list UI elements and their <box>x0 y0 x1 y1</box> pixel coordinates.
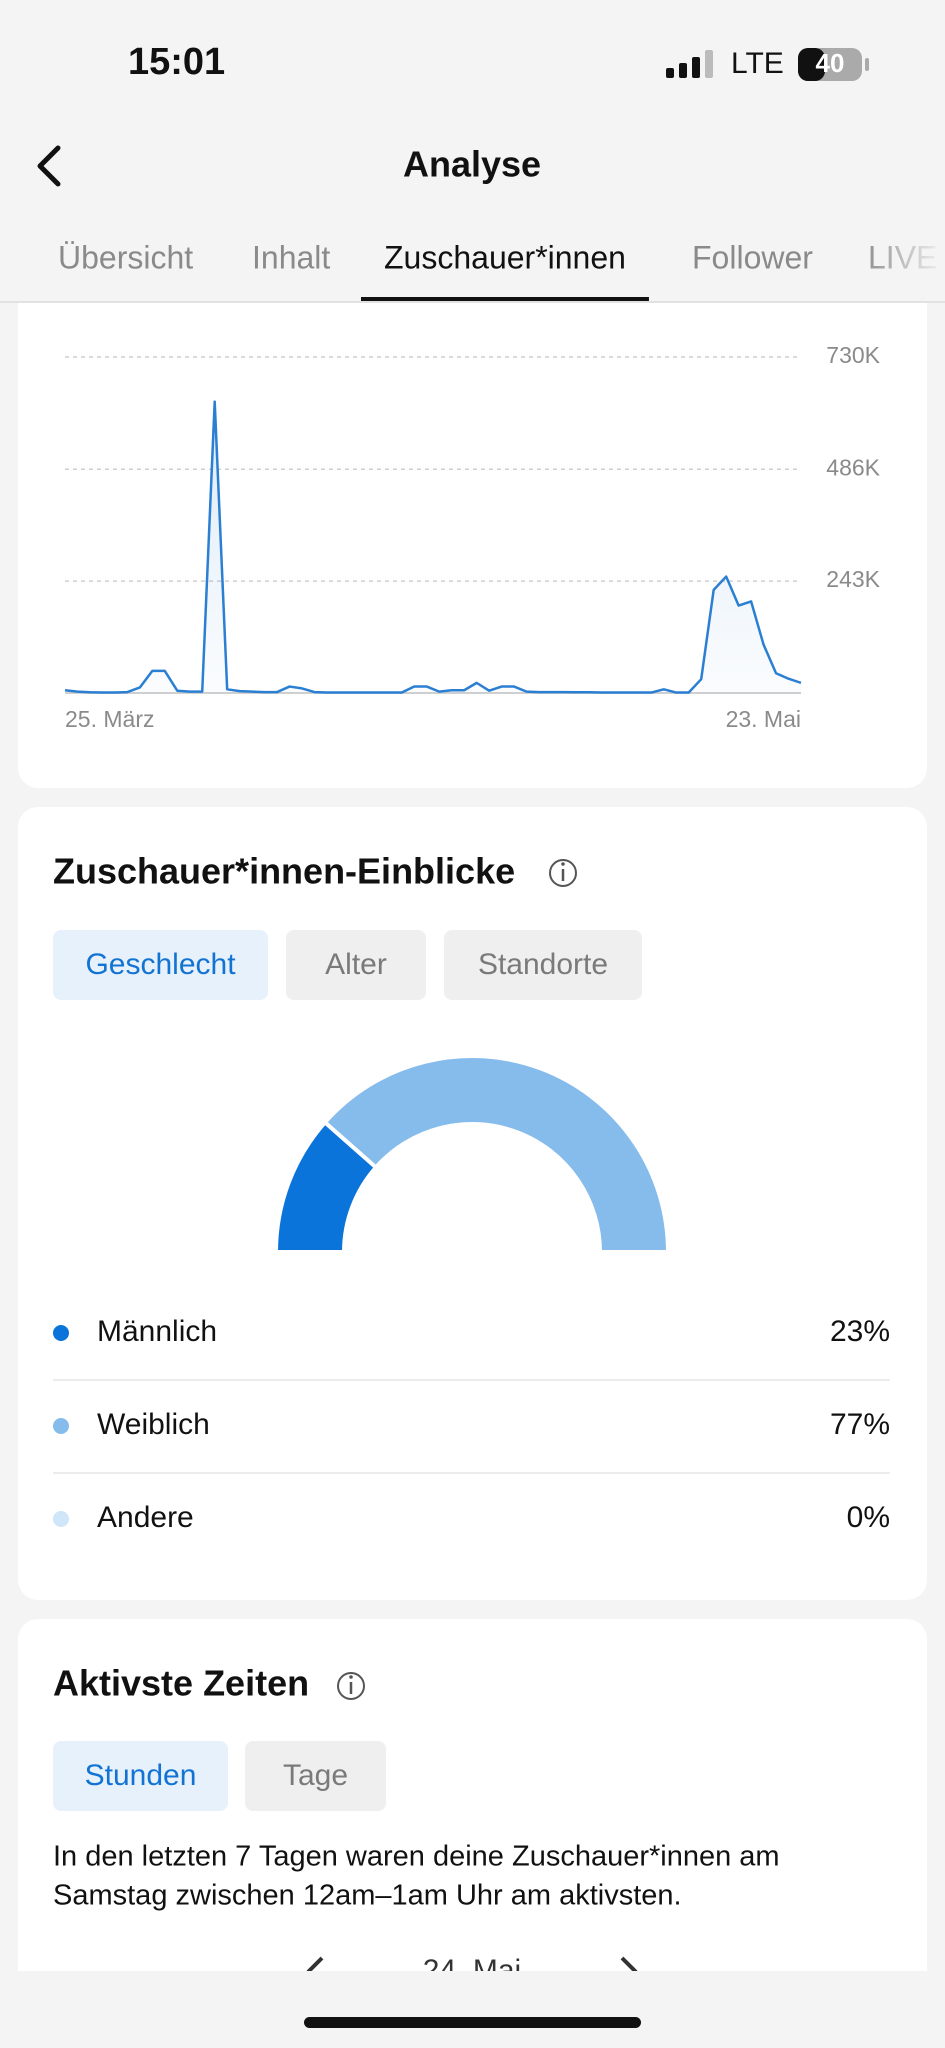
views-chart: 243K 486K 730K 25. März 23. Mai <box>64 342 881 732</box>
battery-level: 40 <box>816 48 845 78</box>
filter-button[interactable] <box>245 1741 386 1811</box>
gender-chart: Männlich 23% Weiblich 77% Andere 0% <box>53 1054 890 1534</box>
home-indicator <box>304 2017 641 2028</box>
time-filters: Stunden Tage <box>53 1741 386 1811</box>
legend-value: 0% <box>847 1501 890 1534</box>
filter-label: Geschlecht <box>85 948 236 981</box>
info-icon[interactable] <box>549 859 577 887</box>
status-network: LTE <box>731 47 784 80</box>
filter-button[interactable] <box>286 930 426 1000</box>
filter-button[interactable] <box>53 930 268 1000</box>
x-tick-label: 25. März <box>65 706 154 732</box>
legend-label: Andere <box>97 1501 194 1534</box>
filter-button[interactable] <box>444 930 642 1000</box>
donut-segment <box>322 1054 671 1254</box>
tab-underline <box>361 297 649 302</box>
active-times-title: Aktivste Zeiten <box>53 1663 309 1704</box>
legend-dot <box>53 1418 69 1434</box>
tab[interactable]: Inhalt <box>252 239 330 275</box>
legend-value: 23% <box>830 1315 890 1348</box>
date-arrows[interactable] <box>306 1956 638 1972</box>
summary-line: In den letzten 7 Tagen waren deine Zusch… <box>53 1841 780 1873</box>
battery-icon: 40 <box>798 48 869 81</box>
status-time: 15:01 <box>128 41 225 83</box>
active-times-card-base <box>18 1940 927 1971</box>
info-icon[interactable] <box>337 1672 365 1700</box>
tab[interactable]: Zuschauer*innen <box>384 239 626 275</box>
y-tick-label: 730K <box>826 342 880 368</box>
legend-label: Weiblich <box>97 1408 210 1441</box>
page-title: Analyse <box>403 144 541 185</box>
legend-label: Männlich <box>97 1315 217 1348</box>
legend-dot <box>53 1325 69 1341</box>
filter-label: Standorte <box>478 948 608 981</box>
summary-line: Samstag zwischen 12am–1am Uhr am aktivst… <box>53 1880 682 1912</box>
filter-button[interactable] <box>53 1741 228 1811</box>
y-tick-label: 243K <box>826 566 880 592</box>
filter-label: Stunden <box>85 1759 197 1792</box>
tab-fade <box>860 215 945 300</box>
filter-label: Alter <box>325 948 387 981</box>
legend-value: 77% <box>830 1408 890 1441</box>
date-selector: 24. Mai <box>306 1954 638 1987</box>
filter-label: Tage <box>283 1759 348 1792</box>
legend-dot <box>53 1511 69 1527</box>
signal-icon <box>666 50 713 78</box>
chart-card <box>18 270 927 788</box>
insights-title: Zuschauer*innen-Einblicke <box>53 851 515 892</box>
active-times-card <box>18 1619 927 1971</box>
date-label: 24. Mai <box>423 1954 521 1987</box>
line <box>64 400 802 694</box>
tab[interactable]: Übersicht <box>58 239 193 275</box>
back-button[interactable] <box>37 145 61 187</box>
line-area <box>65 401 801 693</box>
y-tick-label: 486K <box>826 454 880 480</box>
tab[interactable]: Follower <box>692 239 813 275</box>
header-background <box>0 0 945 302</box>
insights-card <box>18 807 927 1600</box>
insight-filters: Geschlecht Alter Standorte <box>53 930 642 1000</box>
x-tick-label: 23. Mai <box>726 706 801 732</box>
